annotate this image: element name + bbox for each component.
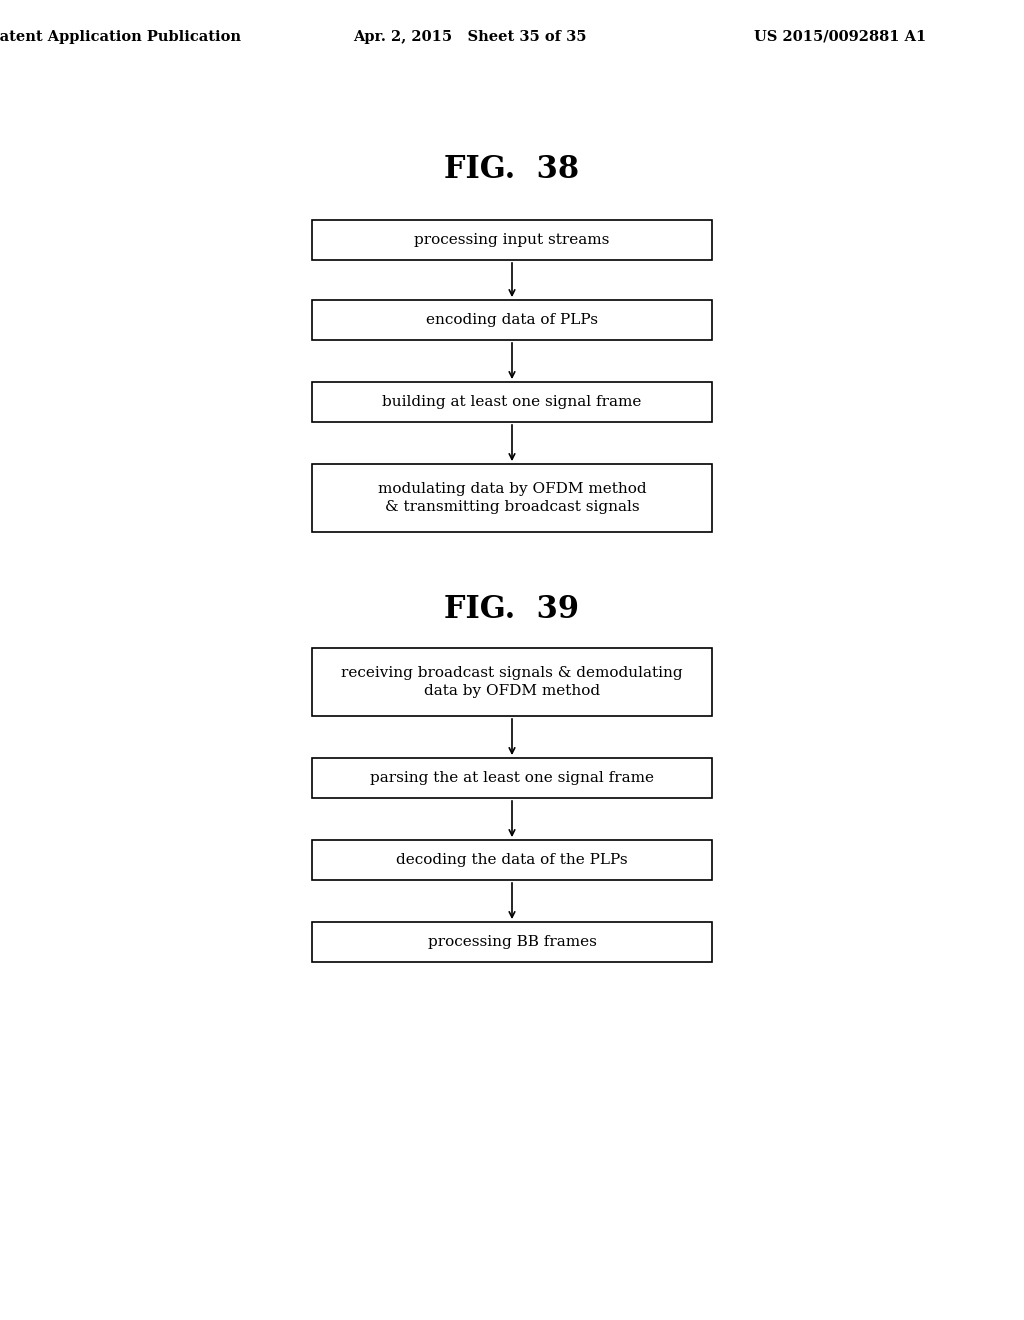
Text: US 2015/0092881 A1: US 2015/0092881 A1 (754, 30, 926, 44)
Text: modulating data by OFDM method
& transmitting broadcast signals: modulating data by OFDM method & transmi… (378, 482, 646, 515)
FancyBboxPatch shape (312, 648, 712, 715)
FancyBboxPatch shape (312, 465, 712, 532)
Text: FIG.  38: FIG. 38 (444, 154, 580, 186)
Text: decoding the data of the PLPs: decoding the data of the PLPs (396, 853, 628, 867)
Text: Patent Application Publication: Patent Application Publication (0, 30, 241, 44)
Text: Apr. 2, 2015   Sheet 35 of 35: Apr. 2, 2015 Sheet 35 of 35 (353, 30, 587, 44)
FancyBboxPatch shape (312, 381, 712, 422)
FancyBboxPatch shape (312, 921, 712, 962)
FancyBboxPatch shape (312, 300, 712, 341)
Text: receiving broadcast signals & demodulating
data by OFDM method: receiving broadcast signals & demodulati… (341, 665, 683, 698)
Text: processing BB frames: processing BB frames (428, 935, 596, 949)
Text: parsing the at least one signal frame: parsing the at least one signal frame (370, 771, 654, 785)
Text: processing input streams: processing input streams (415, 234, 609, 247)
Text: building at least one signal frame: building at least one signal frame (382, 395, 642, 409)
Text: FIG.  39: FIG. 39 (444, 594, 580, 626)
FancyBboxPatch shape (312, 840, 712, 880)
Text: encoding data of PLPs: encoding data of PLPs (426, 313, 598, 327)
FancyBboxPatch shape (312, 220, 712, 260)
FancyBboxPatch shape (312, 758, 712, 799)
